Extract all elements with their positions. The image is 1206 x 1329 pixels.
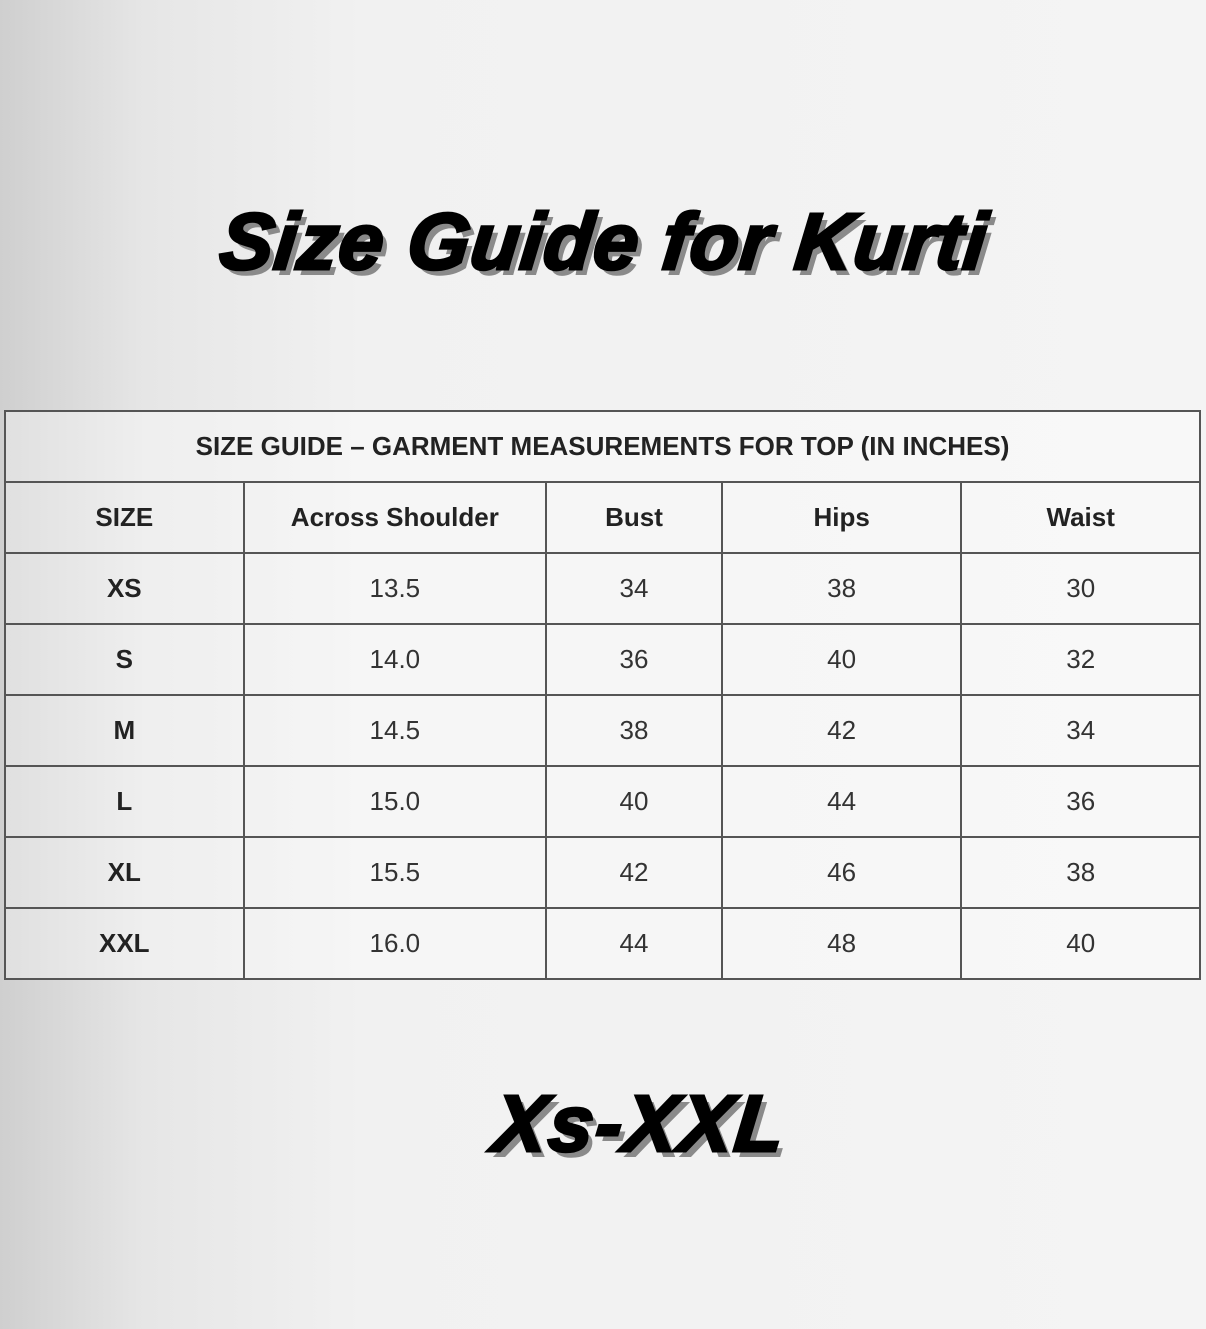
cell-bust: 44 [545, 907, 723, 980]
cell-hips: 46 [720, 836, 963, 909]
cell-hips: 40 [720, 623, 963, 696]
cell-bust: 42 [545, 836, 723, 909]
cell-size: XS [4, 552, 245, 625]
table-row: S 14.0 36 40 32 [4, 623, 1201, 696]
cell-hips: 42 [720, 694, 963, 767]
header-waist: Waist [960, 481, 1201, 554]
cell-size: XXL [4, 907, 245, 980]
table-row: XS 13.5 34 38 30 [4, 552, 1201, 625]
table-row: XL 15.5 42 46 38 [4, 836, 1201, 909]
cell-hips: 48 [720, 907, 963, 980]
header-bust: Bust [545, 481, 723, 554]
cell-waist: 38 [960, 836, 1201, 909]
cell-hips: 44 [720, 765, 963, 838]
table-caption-row: SIZE GUIDE – GARMENT MEASUREMENTS FOR TO… [4, 410, 1201, 483]
table-row: XXL 16.0 44 48 40 [4, 907, 1201, 980]
size-range: Xs-XXL [488, 1078, 792, 1170]
cell-waist: 30 [960, 552, 1201, 625]
size-table: SIZE GUIDE – GARMENT MEASUREMENTS FOR TO… [4, 410, 1201, 980]
table-row: L 15.0 40 44 36 [4, 765, 1201, 838]
cell-waist: 40 [960, 907, 1201, 980]
table-caption: SIZE GUIDE – GARMENT MEASUREMENTS FOR TO… [4, 410, 1201, 483]
header-size: SIZE [4, 481, 245, 554]
cell-size: L [4, 765, 245, 838]
header-hips: Hips [720, 481, 963, 554]
cell-across-shoulder: 14.0 [242, 623, 548, 696]
page-title: Size Guide for Kurti [215, 196, 994, 288]
cell-bust: 40 [545, 765, 723, 838]
table-header-row: SIZE Across Shoulder Bust Hips Waist [4, 481, 1201, 554]
cell-across-shoulder: 16.0 [242, 907, 548, 980]
cell-bust: 38 [545, 694, 723, 767]
cell-size: XL [4, 836, 245, 909]
table-row: M 14.5 38 42 34 [4, 694, 1201, 767]
header-across-shoulder: Across Shoulder [242, 481, 548, 554]
cell-size: S [4, 623, 245, 696]
cell-waist: 32 [960, 623, 1201, 696]
cell-waist: 36 [960, 765, 1201, 838]
cell-bust: 34 [545, 552, 723, 625]
cell-hips: 38 [720, 552, 963, 625]
cell-across-shoulder: 14.5 [242, 694, 548, 767]
cell-waist: 34 [960, 694, 1201, 767]
cell-across-shoulder: 15.0 [242, 765, 548, 838]
cell-bust: 36 [545, 623, 723, 696]
cell-across-shoulder: 13.5 [242, 552, 548, 625]
cell-across-shoulder: 15.5 [242, 836, 548, 909]
cell-size: M [4, 694, 245, 767]
